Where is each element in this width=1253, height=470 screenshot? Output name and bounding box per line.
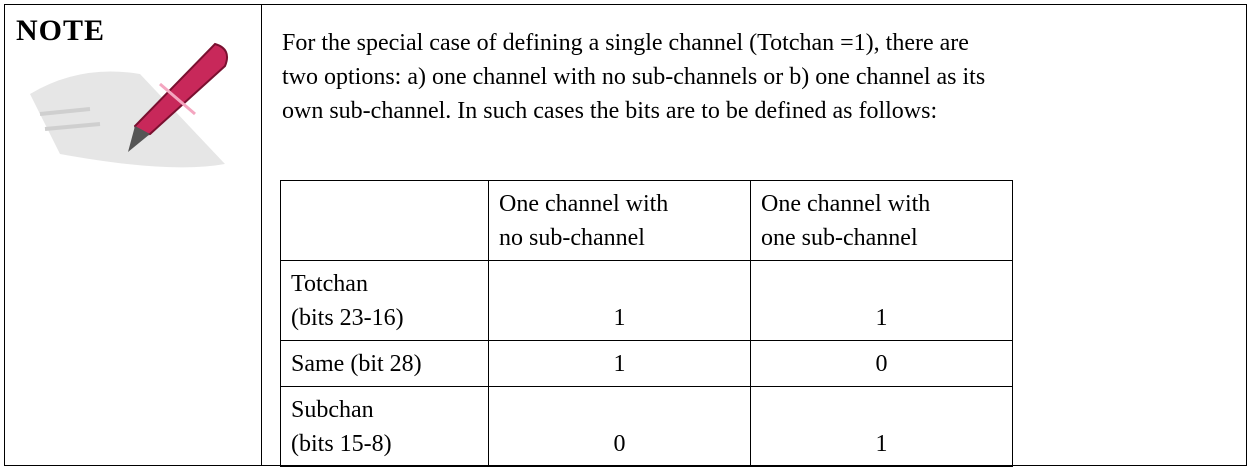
table-row: Totchan (bits 23-16) 1 1 [280, 260, 1013, 341]
paper-lines [39, 107, 101, 131]
pen-icon [30, 42, 228, 168]
value-cell: 1 [488, 260, 751, 341]
row-label-line: (bits 23-16) [291, 305, 404, 331]
row-label: Subchan (bits 15-8) [280, 386, 489, 467]
header-line: One channel with [499, 191, 669, 217]
pen-clip [159, 82, 196, 116]
row-label-line: Totchan [291, 271, 368, 297]
value-cell: 1 [488, 340, 751, 387]
value-cell: 0 [750, 340, 1013, 387]
table-row: Same (bit 28) 1 0 [280, 340, 1013, 387]
divider [261, 4, 262, 466]
header-cell: One channel with no sub-channel [488, 180, 751, 261]
pen-nib [128, 126, 150, 152]
value-cell: 0 [488, 386, 751, 467]
note-label: NOTE [16, 14, 106, 47]
value-cell: 1 [750, 386, 1013, 467]
table-row: Subchan (bits 15-8) 0 1 [280, 386, 1013, 467]
corner-cell [280, 180, 489, 261]
bits-table: One channel with no sub-channel One channe… [280, 180, 1013, 467]
header-row: One channel with no sub-channel One channe… [280, 180, 1013, 261]
row-label-line: (bits 15-8) [291, 431, 392, 457]
header-line: one sub-channel [761, 225, 918, 251]
header-line: no sub-channel [499, 225, 645, 251]
row-label-line: Same (bit 28) [291, 351, 422, 377]
paragraph-line: two options: a) one channel with no sub-… [282, 64, 986, 90]
row-label-line: Subchan [291, 397, 374, 423]
header-cell: One channel with one sub-channel [750, 180, 1013, 261]
note-paragraph: For the special case of defining a singl… [282, 26, 985, 128]
header-line: One channel with [761, 191, 931, 217]
row-label: Same (bit 28) [280, 340, 489, 387]
paper [30, 71, 225, 168]
row-label: Totchan (bits 23-16) [280, 260, 489, 341]
paragraph-line: For the special case of defining a singl… [282, 30, 969, 56]
value-cell: 1 [750, 260, 1013, 341]
paragraph-line: own sub-channel. In such cases the bits … [282, 98, 938, 124]
